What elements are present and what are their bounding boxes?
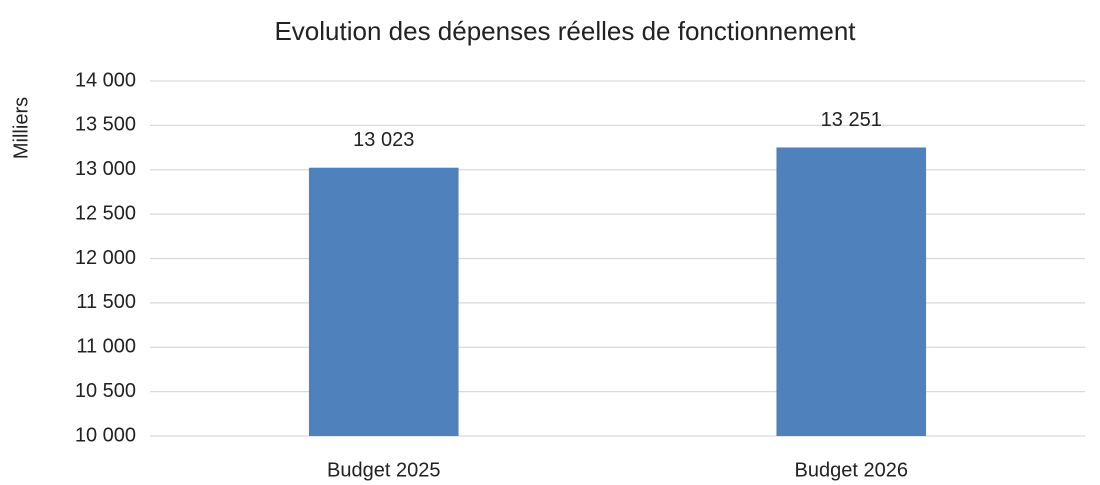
data-label: 13 251 [821, 109, 882, 131]
chart-title: Evolution des dépenses réelles de foncti… [274, 16, 856, 46]
y-tick-label: 12 000 [75, 247, 136, 269]
y-axis-label: Milliers [10, 97, 32, 159]
y-tick-label: 11 000 [76, 336, 136, 358]
x-tick-label: Budget 2025 [327, 459, 440, 481]
y-tick-label: 10 000 [75, 424, 136, 446]
y-tick-label: 11 500 [76, 291, 136, 313]
y-tick-label: 10 500 [75, 380, 136, 402]
bar [776, 147, 927, 436]
y-tick-label: 12 500 [75, 202, 136, 224]
data-label: 13 023 [353, 129, 414, 151]
y-tick-label: 13 500 [75, 114, 136, 136]
bar [308, 167, 459, 437]
y-tick-label: 14 000 [75, 69, 136, 91]
y-tick-label: 13 000 [75, 158, 136, 180]
x-tick-label: Budget 2026 [795, 459, 908, 481]
